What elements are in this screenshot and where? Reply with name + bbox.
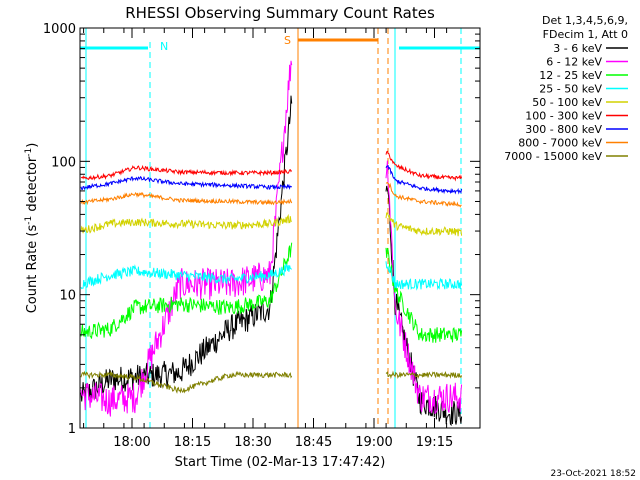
series-7-after bbox=[385, 181, 462, 208]
series-5 bbox=[80, 150, 463, 182]
series-3-before bbox=[80, 262, 293, 290]
legend-label-7: 800 - 7000 keV bbox=[518, 137, 602, 150]
y-axis-label-sup2: -1 bbox=[24, 148, 34, 157]
x-tick-label: 19:00 bbox=[355, 435, 392, 450]
y-tick-label: 1000 bbox=[43, 22, 76, 37]
series-5-before bbox=[80, 164, 293, 181]
legend-label-2: 12 - 25 keV bbox=[539, 69, 602, 82]
series-1 bbox=[80, 60, 463, 417]
night-label: N bbox=[160, 40, 168, 53]
legend-header-1: Det 1,3,4,5,6,9, bbox=[542, 14, 628, 27]
legend-label-5: 100 - 300 keV bbox=[525, 110, 602, 123]
x-tick-label: 18:00 bbox=[113, 435, 150, 450]
legend-label-6: 300 - 800 keV bbox=[525, 123, 602, 136]
y-tick-label: 10 bbox=[59, 289, 76, 304]
y-tick-label: 100 bbox=[51, 155, 76, 170]
series-6-after bbox=[385, 164, 463, 195]
legend: Det 1,3,4,5,6,9, FDecim 1, Att 0 3 - 6 k… bbox=[504, 14, 628, 163]
y-axis-label-mid: detector bbox=[25, 156, 40, 216]
series-1-after bbox=[385, 160, 463, 415]
x-axis-label: Start Time (02-Mar-13 17:47:42) bbox=[175, 455, 386, 470]
series-3 bbox=[80, 261, 463, 291]
series-7-before bbox=[80, 191, 293, 206]
y-axis-label-main: Count Rate (s bbox=[25, 225, 40, 314]
plot-frame bbox=[79, 27, 481, 429]
x-tick-label: 18:45 bbox=[295, 435, 332, 450]
y-tick-label: 1 bbox=[68, 422, 76, 437]
x-tick-label: 18:15 bbox=[174, 435, 211, 450]
series-8 bbox=[80, 370, 463, 394]
series-6-before bbox=[80, 175, 293, 191]
legend-label-8: 7000 - 15000 keV bbox=[504, 150, 602, 163]
series-2-after bbox=[385, 247, 463, 343]
series-7 bbox=[80, 181, 462, 208]
series-8-before bbox=[80, 370, 293, 394]
series-2 bbox=[80, 242, 463, 343]
y-axis-label: Count Rate (s-1 detector-1) bbox=[24, 143, 40, 314]
series-0-before bbox=[80, 95, 293, 404]
series-5-after bbox=[385, 150, 463, 182]
x-tick-label: 19:15 bbox=[416, 435, 453, 450]
saa-label: S bbox=[284, 34, 291, 47]
legend-header-2: FDecim 1, Att 0 bbox=[543, 28, 628, 41]
x-tick-label: 18:30 bbox=[234, 435, 271, 450]
series-2-before bbox=[80, 242, 293, 339]
series-3-after bbox=[385, 261, 463, 291]
series-4-after bbox=[385, 212, 463, 237]
legend-label-4: 50 - 100 keV bbox=[532, 96, 602, 109]
chart-title: RHESSI Observing Summary Count Rates bbox=[125, 4, 435, 22]
legend-label-0: 3 - 6 keV bbox=[553, 42, 602, 55]
legend-label-3: 25 - 50 keV bbox=[539, 83, 602, 96]
y-axis-label-sup1: -1 bbox=[24, 216, 34, 225]
footer-date: 23-Oct-2021 18:52 bbox=[551, 469, 636, 479]
series-4-before bbox=[80, 213, 293, 234]
series-6 bbox=[80, 164, 463, 195]
axes-layer: 1 10 100 1000 18:00 18:15 18:30 18:45 19:00 19:15 bbox=[43, 22, 480, 450]
series-8-after bbox=[385, 370, 463, 380]
legend-label-1: 6 - 12 keV bbox=[546, 56, 602, 69]
series-layer bbox=[80, 60, 463, 427]
y-axis-label-end: ) bbox=[25, 143, 40, 148]
series-4 bbox=[80, 212, 463, 237]
